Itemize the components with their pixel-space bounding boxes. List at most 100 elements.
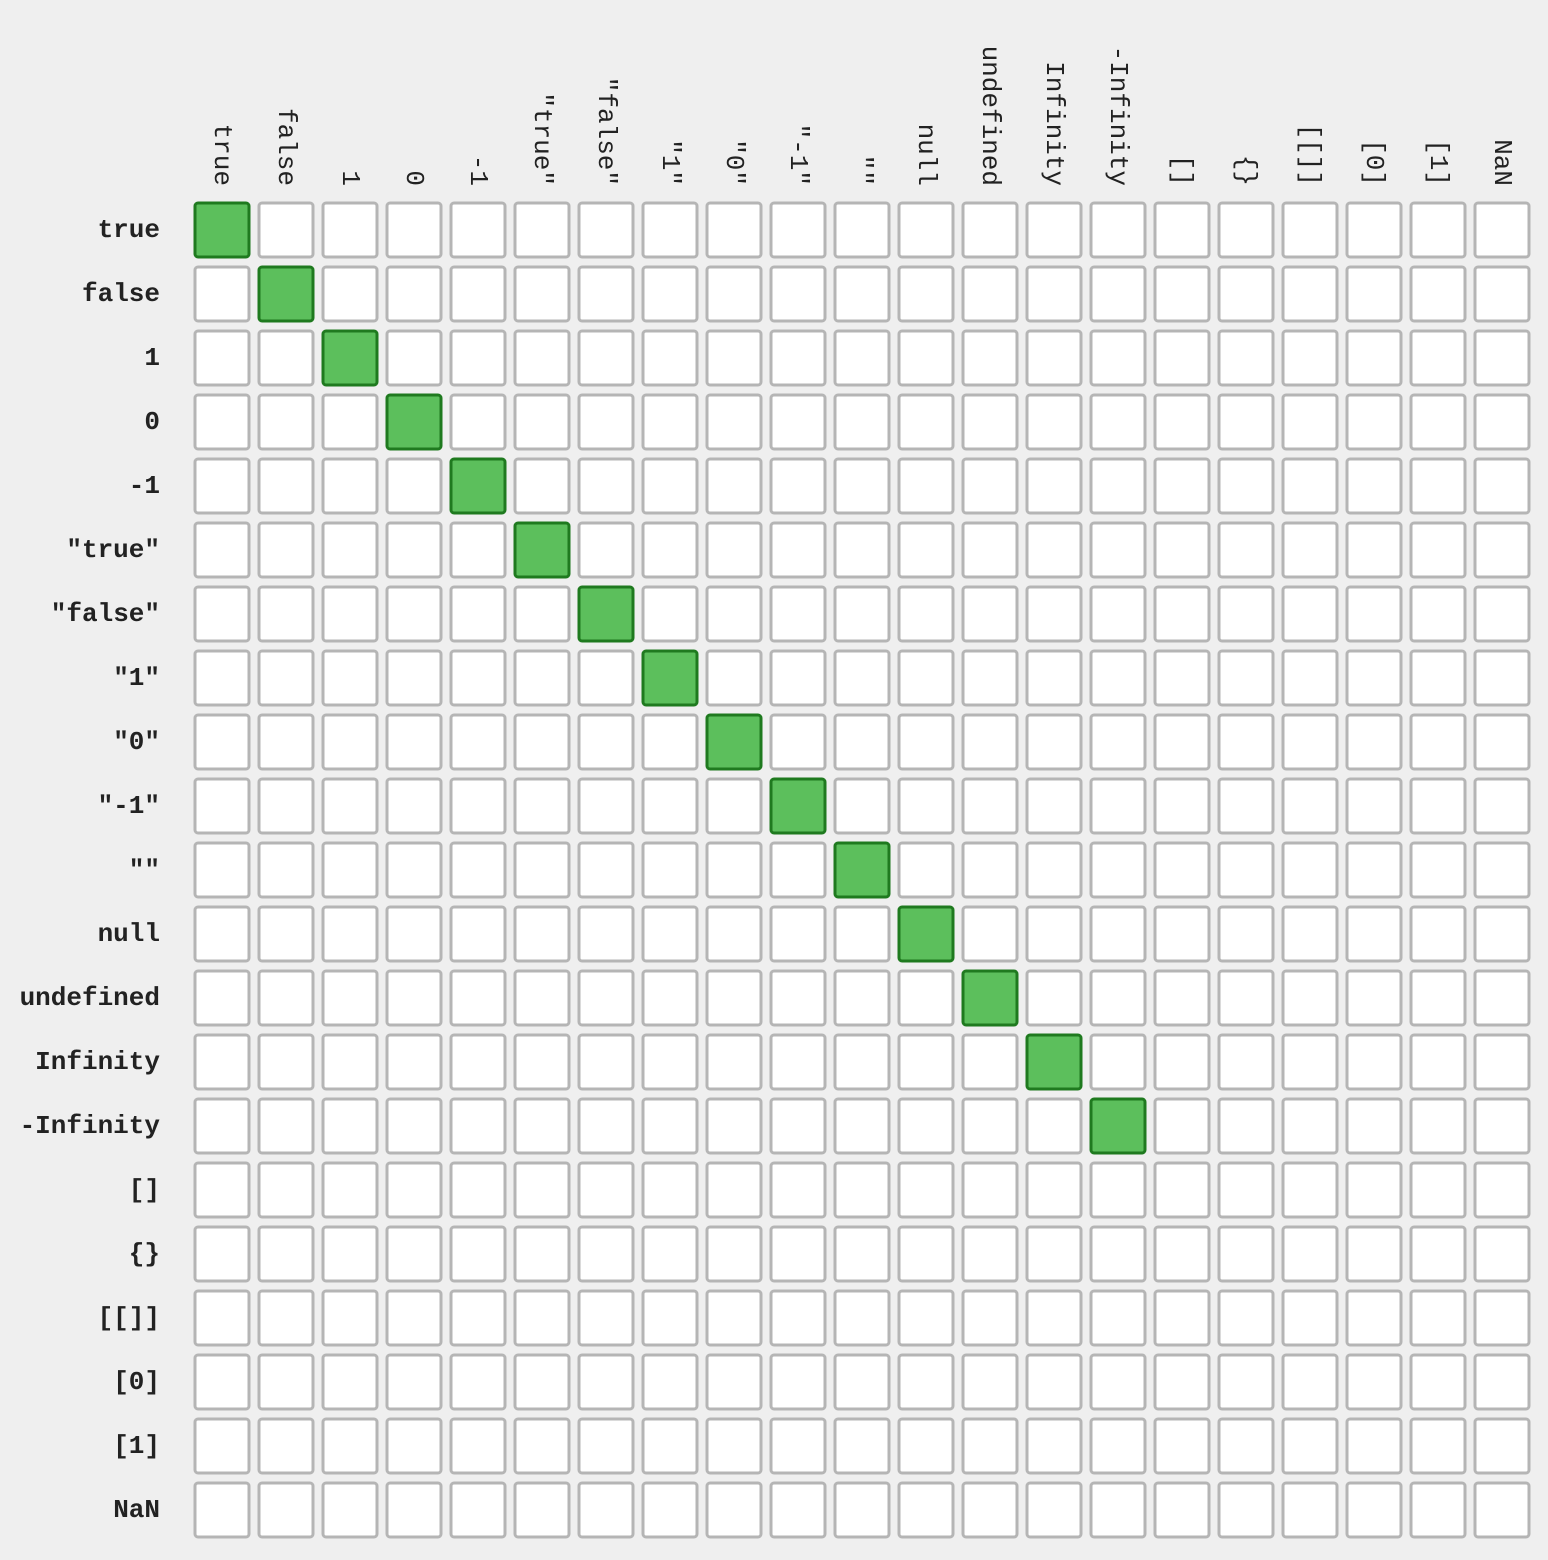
matrix-cell-empty [769, 393, 827, 451]
matrix-cell-empty [513, 393, 571, 451]
matrix-cell-empty [449, 1033, 507, 1091]
matrix-cell-empty [1217, 1161, 1275, 1219]
matrix-cell-empty [833, 393, 891, 451]
matrix-cell-empty [513, 1097, 571, 1155]
matrix-cell-empty [1089, 841, 1147, 899]
matrix-cell-empty [1281, 1481, 1339, 1539]
matrix-cell-empty [577, 905, 635, 963]
matrix-cell-empty [1409, 393, 1467, 451]
matrix-cell-empty [641, 457, 699, 515]
matrix-cell-empty [1153, 1353, 1211, 1411]
matrix-cell-empty [257, 649, 315, 707]
matrix-cell-empty [769, 1097, 827, 1155]
matrix-cell-empty [833, 905, 891, 963]
matrix-cell-empty [513, 713, 571, 771]
matrix-cell-empty [705, 585, 763, 643]
matrix-cell-empty [897, 1481, 955, 1539]
matrix-cell-empty [385, 329, 443, 387]
matrix-cell-empty [577, 201, 635, 259]
matrix-cell-empty [1089, 585, 1147, 643]
matrix-cell-empty [1153, 329, 1211, 387]
matrix-cell-empty [321, 1161, 379, 1219]
matrix-cell-empty [321, 457, 379, 515]
matrix-cell-empty [1089, 969, 1147, 1027]
matrix-cell-empty [1217, 1481, 1275, 1539]
matrix-cell-empty [705, 777, 763, 835]
matrix-cell-empty [1281, 649, 1339, 707]
matrix-cell-empty [833, 1417, 891, 1475]
matrix-cell-empty [1281, 777, 1339, 835]
matrix-cell-empty [833, 521, 891, 579]
matrix-cell-empty [961, 585, 1019, 643]
matrix-cell-empty [1473, 777, 1531, 835]
matrix-cell-empty [705, 393, 763, 451]
matrix-cell-empty [961, 521, 1019, 579]
matrix-cell-empty [385, 521, 443, 579]
matrix-cell-empty [321, 1097, 379, 1155]
matrix-cell-empty [1217, 969, 1275, 1027]
matrix-cell-empty [1409, 649, 1467, 707]
matrix-cell-empty [1345, 393, 1403, 451]
matrix-cell-empty [1409, 265, 1467, 323]
matrix-cell-empty [321, 585, 379, 643]
matrix-cell-empty [577, 521, 635, 579]
row-label: null [98, 919, 160, 949]
matrix-cell-empty [961, 1353, 1019, 1411]
matrix-cell-empty [385, 1417, 443, 1475]
matrix-cell-empty [513, 649, 571, 707]
matrix-cell-empty [257, 777, 315, 835]
matrix-cell-empty [321, 1353, 379, 1411]
matrix-cell-empty [513, 265, 571, 323]
matrix-cell-empty [1473, 201, 1531, 259]
matrix-cell-empty [577, 329, 635, 387]
matrix-cell-empty [1025, 1097, 1083, 1155]
matrix-cell-empty [1089, 393, 1147, 451]
matrix-cell-empty [641, 329, 699, 387]
matrix-cell-empty [1089, 329, 1147, 387]
matrix-cell-empty [1281, 713, 1339, 771]
matrix-cell-empty [641, 713, 699, 771]
matrix-cell-empty [321, 713, 379, 771]
matrix-cell-empty [577, 393, 635, 451]
matrix-cell-empty [321, 265, 379, 323]
matrix-cell-empty [961, 393, 1019, 451]
matrix-cell-empty [1089, 777, 1147, 835]
matrix-cell-empty [1345, 201, 1403, 259]
matrix-cell-empty [705, 1417, 763, 1475]
matrix-cell-empty [1025, 969, 1083, 1027]
matrix-cell-empty [1025, 905, 1083, 963]
matrix-cell-empty [193, 1481, 251, 1539]
matrix-cell-empty [1025, 1481, 1083, 1539]
matrix-cell-empty [1409, 969, 1467, 1027]
matrix-cell-empty [1409, 1225, 1467, 1283]
matrix-cell-empty [705, 521, 763, 579]
matrix-cell-empty [1217, 905, 1275, 963]
column-label: "-1" [783, 124, 813, 186]
matrix-cell-empty [193, 649, 251, 707]
matrix-cell-empty [833, 265, 891, 323]
matrix-cell-empty [321, 1225, 379, 1283]
matrix-cell-empty [897, 777, 955, 835]
matrix-cell-empty [449, 841, 507, 899]
matrix-cell-empty [1153, 1161, 1211, 1219]
matrix-cell-empty [1281, 1353, 1339, 1411]
matrix-cell-empty [1089, 713, 1147, 771]
matrix-cell-empty [513, 969, 571, 1027]
matrix-cell-empty [641, 1353, 699, 1411]
matrix-cell-empty [321, 1417, 379, 1475]
matrix-cell-empty [641, 969, 699, 1027]
matrix-cell-empty [1089, 649, 1147, 707]
matrix-cell-empty [961, 841, 1019, 899]
matrix-cell-empty [513, 1289, 571, 1347]
matrix-cell-empty [897, 521, 955, 579]
matrix-cell-empty [513, 905, 571, 963]
matrix-cell-empty [1345, 777, 1403, 835]
matrix-cell-empty [513, 457, 571, 515]
matrix-cell-empty [385, 1225, 443, 1283]
matrix-cell-empty [1345, 1417, 1403, 1475]
matrix-cell-empty [1153, 1225, 1211, 1283]
matrix-cell-empty [577, 777, 635, 835]
matrix-cell-empty [1409, 1289, 1467, 1347]
matrix-cell-empty [897, 841, 955, 899]
matrix-cell-empty [1217, 585, 1275, 643]
